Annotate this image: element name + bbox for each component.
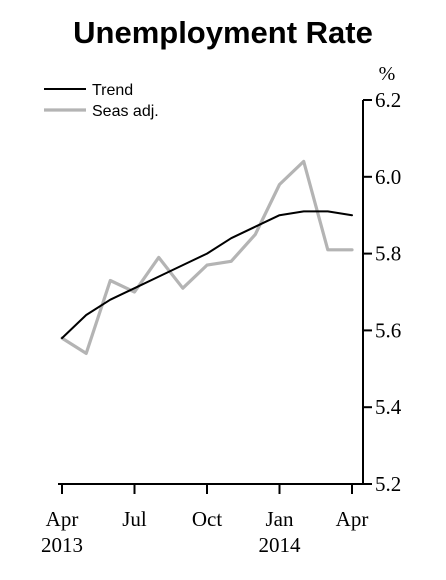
y-tick-label: 6.0 [375, 165, 401, 189]
x-tick-year-label: 2013 [41, 533, 83, 557]
y-tick-label: 5.8 [375, 242, 401, 266]
chart-title: Unemployment Rate [73, 15, 373, 50]
y-tick-label: 5.2 [375, 472, 401, 496]
x-tick-label: Apr [336, 507, 369, 531]
series-layer [60, 159, 354, 355]
x-tick-label: Jan [266, 507, 294, 531]
trend-series-line [61, 210, 353, 340]
y-tick-label: 5.4 [375, 395, 402, 419]
y-axis-unit: % [379, 63, 396, 85]
y-tick-label: 5.6 [375, 318, 401, 342]
y-tick-label: 6.2 [375, 88, 401, 112]
x-tick-label: Oct [192, 507, 222, 531]
legend: Trend Seas adj. [44, 82, 159, 120]
x-tick-label: Jul [122, 507, 147, 531]
legend-label: Seas adj. [92, 103, 159, 120]
y-axis-ticks: 5.2 5.4 5.6 5.8 6.0 6.2 [363, 88, 402, 496]
x-tick-label: Apr [46, 507, 79, 531]
seas-adj-series-line [60, 159, 354, 355]
legend-label: Trend [92, 82, 133, 99]
x-tick-year-label: 2014 [259, 533, 302, 557]
